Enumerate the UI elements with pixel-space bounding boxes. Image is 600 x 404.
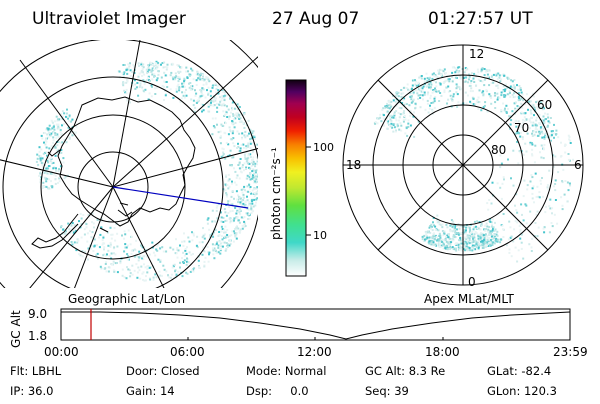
antarctic-peninsula [31,213,79,249]
mlat-label-60: 60 [537,98,552,112]
mlt-label-6: 6 [574,158,582,172]
info-gc-alt: GC Alt: 8.3 Re [365,364,445,378]
timeline-ytick-min: 1.8 [28,329,47,343]
timeline-xtick-1: 06:00 [170,345,205,359]
info-seq: Seq: 39 [365,384,409,398]
time-label: 01:27:57 UT [428,9,533,29]
timeline-xtick-4: 23:59 [553,345,588,359]
magnetic-grid [342,44,584,286]
info-filter: Flt: LBHL [10,364,62,378]
geographic-map [0,40,258,288]
timeline-xtick-0: 00:00 [44,345,79,359]
magnetic-polar-plot: 12 0 18 6 60 70 80 [342,44,584,289]
left-aurora-image [35,60,258,282]
antarctica-coastline [57,96,196,227]
mlt-label-18: 18 [346,158,361,172]
timeline-xtick-2: 12:00 [297,345,332,359]
mlt-label-12: 12 [469,47,484,61]
timeline-frame [60,308,571,341]
mlt-label-0: 0 [468,275,476,289]
colorbar-label: photon cm⁻²s⁻¹ [269,147,283,240]
ice-shelf-fragments [47,149,133,233]
colorbar-scale [285,79,307,277]
timeline-ylabel: GC Alt [9,310,23,348]
info-door: Door: Closed [126,364,200,378]
info-mode: Mode: Normal [246,364,326,378]
mlat-label-80: 80 [491,143,506,157]
info-glon: GLon: 120.3 [487,384,557,398]
info-dsp: Dsp: 0.0 [246,384,309,398]
mlat-label-70: 70 [514,121,529,135]
altitude-curve [61,311,571,340]
timeline-xtick-3: 18:00 [425,345,460,359]
altitude-timeline: GC Alt 9.0 1.8 00:00 06:00 12:00 18:00 2… [9,307,588,359]
geographic-grid [0,40,258,288]
colorbar-tick-10: 10 [313,229,327,242]
geographic-map-label: Geographic Lat/Lon [68,292,185,306]
noon-meridian-line [112,186,249,209]
timeline-ticks [187,337,444,340]
colorbar-tick-100: 100 [313,141,334,154]
date-label: 27 Aug 07 [272,9,359,29]
timeline-ytick-max: 9.0 [28,307,47,321]
colorbar: 100 10 photon cm⁻²s⁻¹ [269,79,334,277]
info-gain: Gain: 14 [126,384,175,398]
status-info: Flt: LBHL Door: Closed Mode: Normal GC A… [10,364,557,398]
instrument-title: Ultraviolet Imager [32,9,186,29]
info-ip: IP: 36.0 [10,384,53,398]
info-glat: GLat: -82.4 [487,364,551,378]
magnetic-map-label: Apex MLat/MLT [424,292,514,306]
